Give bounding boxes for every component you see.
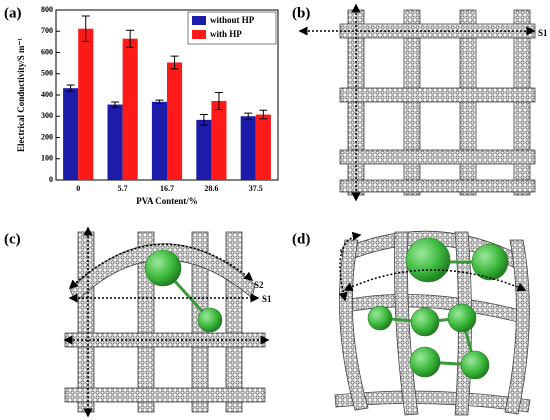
section-label: S2	[254, 280, 264, 290]
section-label: S1	[262, 294, 272, 304]
legend-swatch	[192, 16, 206, 25]
panel-label: (c)	[4, 231, 21, 247]
diagram-b: S1	[298, 3, 548, 202]
y-tick-label: 200	[41, 132, 53, 141]
bar	[255, 114, 271, 180]
x-tick-label: 16.7	[160, 184, 174, 193]
diagram-d	[334, 230, 531, 416]
y-tick-label: 800	[41, 5, 53, 14]
y-axis-label: Electrical Conductivity/S m⁻¹	[16, 38, 26, 152]
bar	[211, 100, 227, 180]
error-bar	[126, 29, 135, 48]
bar	[107, 104, 123, 180]
error-bar	[214, 91, 223, 110]
error-bar	[66, 84, 75, 92]
y-tick-label: 100	[41, 154, 53, 163]
panel-label: (d)	[292, 231, 310, 247]
bar	[78, 28, 94, 181]
x-tick-label: 28.6	[204, 184, 218, 193]
error-bar	[259, 109, 268, 120]
x-tick-label: 37.5	[249, 184, 263, 193]
error-bar	[199, 114, 208, 126]
error-bar	[155, 99, 164, 104]
bar	[196, 119, 212, 180]
error-bar	[170, 55, 179, 70]
legend-label: with HP	[210, 29, 242, 39]
y-tick-label: 300	[41, 111, 53, 120]
error-bar	[111, 101, 120, 108]
section-label: S1	[538, 28, 548, 38]
bar	[122, 38, 138, 180]
y-tick-label: 400	[41, 90, 53, 99]
legend-swatch	[192, 30, 206, 39]
diagram-c: S2 S1	[63, 226, 272, 418]
panel-label: (a)	[4, 5, 22, 21]
error-bar	[244, 112, 253, 120]
bar-chart: 0 100 200 300 400 500 600 700 800 Electrical Cond…	[16, 5, 279, 206]
x-tick-label: 5.7	[118, 184, 128, 193]
bar	[151, 101, 167, 180]
y-tick-label: 0	[49, 175, 53, 184]
y-tick-label: 700	[41, 26, 53, 35]
x-axis-label: PVA Content/%	[136, 196, 198, 206]
bar	[63, 88, 79, 180]
panel-label: (b)	[292, 5, 310, 21]
y-tick-label: 600	[41, 47, 53, 56]
y-tick-label: 500	[41, 69, 53, 78]
x-tick-label: 0	[76, 184, 80, 193]
error-bar	[81, 15, 90, 42]
bar	[167, 62, 183, 180]
bar	[240, 116, 256, 180]
legend-label: without HP	[210, 15, 255, 25]
